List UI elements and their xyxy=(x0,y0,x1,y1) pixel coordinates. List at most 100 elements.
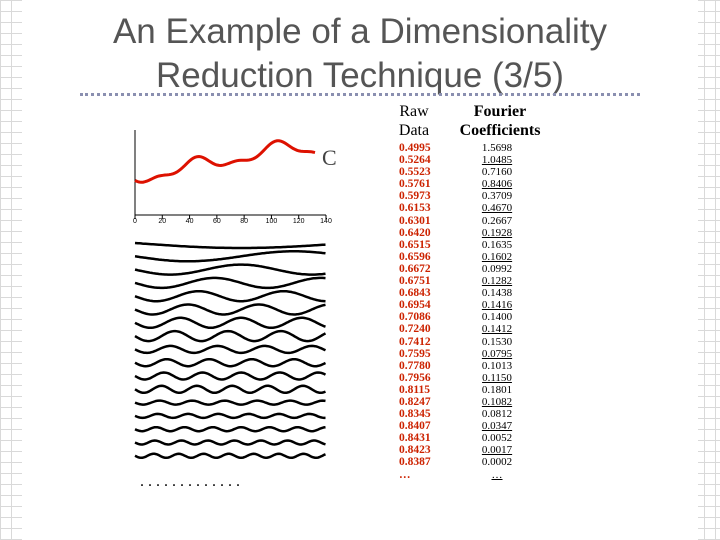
raw-value: 0.8115 xyxy=(399,383,430,396)
fourier-coefficient: 0.0017 xyxy=(481,444,513,457)
fourier-coefficient: 0.1530 xyxy=(481,335,513,348)
x-tick-label: 60 xyxy=(213,218,221,225)
fourier-header-line-1: Fourier xyxy=(473,103,527,120)
x-tick-label: 80 xyxy=(240,218,248,225)
x-tick-label: 0 xyxy=(133,218,137,225)
raw-value: 0.6515 xyxy=(399,238,431,251)
fourier-coefficient: 0.7160 xyxy=(481,166,513,179)
raw-value: 0.7086 xyxy=(399,311,431,324)
basis-wave xyxy=(134,452,326,460)
slide-title: An Example of a Dimensionality Reduction… xyxy=(0,10,720,98)
basis-wave xyxy=(134,412,326,420)
raw-value: 0.6751 xyxy=(399,275,431,288)
raw-value: 0.6596 xyxy=(399,250,431,263)
fourier-coefficient: 0.1602 xyxy=(481,250,513,263)
raw-value: 0.7595 xyxy=(399,347,431,360)
basis-wave xyxy=(134,316,326,330)
fourier-coefficient: 0.0812 xyxy=(481,408,513,421)
title-line-1: An Example of a Dimensionality xyxy=(112,12,608,51)
raw-value: … xyxy=(399,468,411,481)
basis-wave xyxy=(134,439,326,446)
raw-value: 0.7240 xyxy=(399,323,431,336)
basis-wave xyxy=(134,241,326,250)
fourier-coefficient: 0.0002 xyxy=(481,456,513,469)
raw-value: 0.6301 xyxy=(399,214,431,227)
fourier-coefficient: 0.0347 xyxy=(481,420,513,433)
fourier-coefficient: 0.1400 xyxy=(481,311,513,324)
fourier-coefficient: 0.0992 xyxy=(481,262,513,275)
raw-value: 0.4995 xyxy=(399,142,431,154)
raw-value: 0.5761 xyxy=(399,178,431,191)
raw-value: 0.6153 xyxy=(399,202,431,215)
raw-value: 0.8407 xyxy=(399,420,431,433)
raw-value: 0.7780 xyxy=(399,359,431,372)
fourier-coefficient: 0.1013 xyxy=(481,359,513,372)
basis-wave xyxy=(134,357,327,368)
title-divider xyxy=(80,93,640,96)
series-c-label: C xyxy=(322,145,337,170)
basis-wave xyxy=(134,399,326,406)
series-c-line xyxy=(134,139,316,184)
basis-wave xyxy=(134,371,327,381)
raw-data-list: 0.4995 0.5264 0.5523 0.5761 0.5973 0.6153 0.63… xyxy=(399,142,459,481)
x-tick-label: 40 xyxy=(186,218,194,225)
title-line-2: Reduction Technique (3/5) xyxy=(156,56,564,95)
basis-wave xyxy=(134,384,326,395)
fourier-header: Fourier Coefficients xyxy=(448,102,552,140)
x-tick-label: 140 xyxy=(320,218,332,225)
x-tick-label: 20 xyxy=(158,218,166,225)
fourier-coefficient: 1.5698 xyxy=(481,142,513,154)
fourier-coefficient: 0.1928 xyxy=(481,226,513,239)
x-tick-label: 120 xyxy=(293,218,305,225)
fourier-header-line-2: Coefficients xyxy=(459,122,541,139)
x-axis xyxy=(134,130,326,216)
fourier-coefficient: 0.2667 xyxy=(481,214,513,227)
raw-data-header: Raw Data xyxy=(388,102,440,140)
fourier-coefficient: 1.0485 xyxy=(481,154,513,167)
raw-value: 0.8345 xyxy=(399,408,431,421)
raw-value: 0.6420 xyxy=(399,226,431,239)
fourier-coefficient: 0.1801 xyxy=(481,383,513,396)
fourier-coefficient: 0.1150 xyxy=(482,371,512,384)
fourier-coefficient: 0.8406 xyxy=(481,178,513,191)
basis-wave xyxy=(134,289,326,303)
fourier-coefficient: 0.0052 xyxy=(481,432,513,445)
raw-header-line-1: Raw xyxy=(399,103,429,120)
raw-header-line-2: Data xyxy=(398,122,430,139)
raw-value: 0.6843 xyxy=(399,287,431,300)
fourier-coefficient: 0.3709 xyxy=(481,190,513,203)
slide-canvas xyxy=(22,0,698,540)
x-tick-label: 100 xyxy=(266,218,278,225)
raw-value: 0.8387 xyxy=(399,456,431,469)
fourier-coefficient: 0.0795 xyxy=(481,347,513,360)
basis-wave xyxy=(134,425,326,433)
fourier-coefficient: 0.1082 xyxy=(481,395,513,408)
fourier-coefficient: 0.1635 xyxy=(481,238,513,251)
fourier-coefficient: 0.1412 xyxy=(481,323,513,336)
raw-value: 0.8423 xyxy=(399,444,431,457)
basis-wave xyxy=(134,263,326,276)
raw-value: 0.5523 xyxy=(399,166,431,179)
raw-value: 0.8247 xyxy=(399,395,431,408)
fourier-coefficient: 0.1438 xyxy=(481,287,513,300)
raw-value: 0.5973 xyxy=(399,190,431,203)
raw-value: 0.6672 xyxy=(399,262,431,275)
raw-value: 0.5264 xyxy=(399,154,431,167)
basis-wave xyxy=(134,303,326,316)
basis-wave xyxy=(134,329,327,343)
basis-wave xyxy=(134,344,327,355)
raw-value: 0.6954 xyxy=(399,299,431,312)
fourier-basis-waves xyxy=(134,241,327,460)
waves-ellipsis: . . . . . . . . . . . . . xyxy=(140,473,240,490)
raw-value: 0.8431 xyxy=(399,432,431,445)
fourier-coefficient: 0.4670 xyxy=(481,202,513,215)
fourier-coefficient-list: 1.5698 1.0485 0.7160 0.8406 0.3709 0.4670 0.26… xyxy=(472,142,522,481)
raw-value: 0.7412 xyxy=(399,335,431,348)
raw-value: 0.7956 xyxy=(399,371,431,384)
fourier-coefficient: 0.1416 xyxy=(481,299,513,312)
basis-wave xyxy=(134,250,326,263)
fourier-coefficient: … xyxy=(491,468,503,481)
basis-wave xyxy=(134,276,326,290)
fourier-coefficient: 0.1282 xyxy=(481,275,513,288)
